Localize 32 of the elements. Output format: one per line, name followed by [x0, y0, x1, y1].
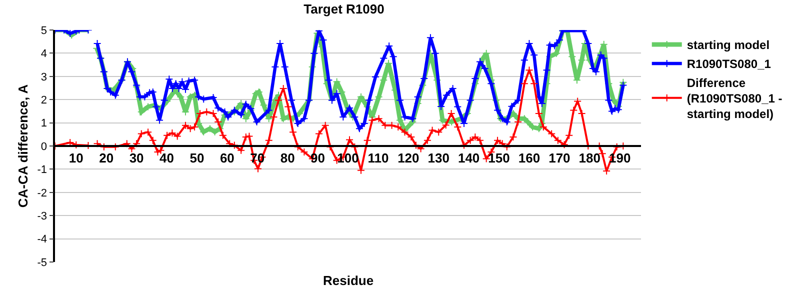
- x-tick-label: 140: [458, 150, 480, 166]
- y-axis-title: CA-CA difference, A: [16, 84, 31, 208]
- y-tick-label: -1: [37, 164, 48, 176]
- y-tick-label: 4: [40, 48, 48, 60]
- y-tick-label: -3: [37, 210, 48, 222]
- x-tick-label: 160: [518, 150, 540, 166]
- y-tick-label: -4: [37, 234, 48, 246]
- legend-label: Difference (R1090TS080_1 - starting model): [686, 76, 782, 122]
- x-tick-label: 120: [398, 150, 420, 166]
- y-tick-label: -5: [37, 256, 48, 269]
- legend-label: R1090TS080_1: [686, 57, 772, 72]
- x-tick-label: 10: [68, 150, 84, 166]
- x-axis-title: Residue: [323, 273, 374, 288]
- x-tick-label: 110: [368, 150, 389, 166]
- x-tick-label: 150: [488, 150, 510, 166]
- y-tick-label: 0: [40, 140, 48, 153]
- y-tick-label: 2: [40, 94, 48, 106]
- legend-label: starting model: [686, 38, 770, 52]
- x-tick-label: 170: [548, 150, 570, 166]
- chart-title: Target R1090: [304, 2, 384, 17]
- x-tick-label: 80: [280, 150, 295, 166]
- y-tick-label: 5: [40, 24, 48, 37]
- y-tick-label: 1: [40, 118, 48, 130]
- x-tick-label: 130: [428, 150, 450, 166]
- x-tick-label: 180: [578, 150, 600, 166]
- x-tick-label: 20: [99, 150, 114, 166]
- y-tick-label: 3: [40, 71, 48, 84]
- x-tick-label: 30: [129, 150, 144, 166]
- x-tick-label: 60: [220, 150, 234, 166]
- x-tick-label: 40: [160, 150, 174, 166]
- x-tick-label: 50: [190, 150, 204, 166]
- y-tick-label: -2: [37, 187, 48, 200]
